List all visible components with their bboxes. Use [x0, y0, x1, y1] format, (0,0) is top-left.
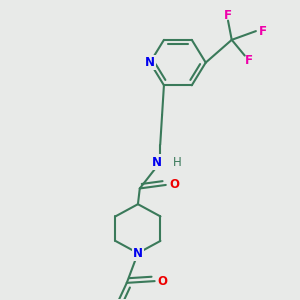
Text: N: N [145, 56, 155, 69]
Text: F: F [259, 25, 267, 38]
Text: N: N [152, 156, 161, 169]
Text: F: F [244, 54, 253, 67]
Text: O: O [158, 274, 168, 288]
Text: N: N [133, 247, 143, 260]
Text: H: H [172, 156, 181, 169]
Text: O: O [169, 178, 179, 191]
Text: F: F [224, 9, 232, 22]
